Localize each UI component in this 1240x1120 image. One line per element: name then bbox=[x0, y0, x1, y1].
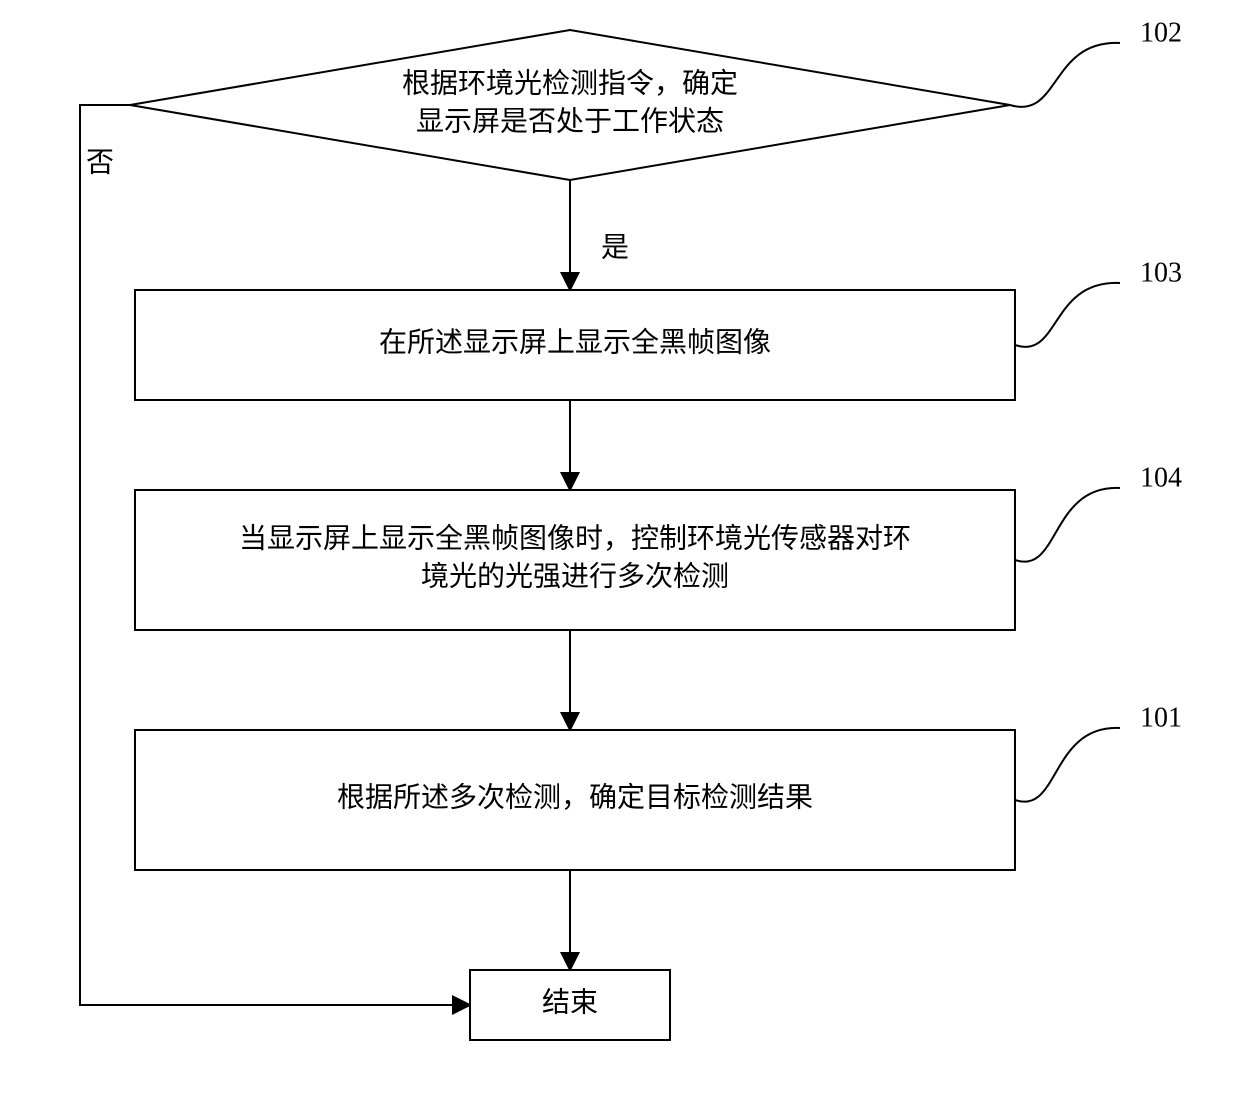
node-step104: 当显示屏上显示全黑帧图像时，控制环境光传感器对环境光的光强进行多次检测 bbox=[135, 490, 1015, 630]
ref-leader-decision bbox=[1010, 43, 1120, 107]
node-step101: 根据所述多次检测，确定目标检测结果 bbox=[135, 730, 1015, 870]
node-text: 境光的光强进行多次检测 bbox=[421, 560, 729, 592]
flowchart-canvas: 是否根据环境光检测指令，确定显示屏是否处于工作状态在所述显示屏上显示全黑帧图像当… bbox=[0, 0, 1240, 1120]
edge-label-decision-step103: 是 bbox=[601, 232, 629, 263]
ref-label-step104: 104 bbox=[1140, 462, 1182, 493]
ref-label-step101: 101 bbox=[1140, 702, 1182, 733]
node-text: 根据所述多次检测，确定目标检测结果 bbox=[337, 781, 813, 813]
node-step103: 在所述显示屏上显示全黑帧图像 bbox=[135, 290, 1015, 400]
node-text: 在所述显示屏上显示全黑帧图像 bbox=[379, 326, 771, 358]
ref-callouts: 102 103 104 101 bbox=[1010, 17, 1182, 801]
nodes: 根据环境光检测指令，确定显示屏是否处于工作状态在所述显示屏上显示全黑帧图像当显示… bbox=[130, 30, 1015, 1040]
ref-leader-step103 bbox=[1015, 283, 1120, 347]
node-end: 结束 bbox=[470, 970, 670, 1040]
node-text: 根据环境光检测指令，确定 bbox=[402, 68, 738, 100]
node-decision: 根据环境光检测指令，确定显示屏是否处于工作状态 bbox=[130, 30, 1010, 180]
ref-label-step103: 103 bbox=[1140, 257, 1182, 288]
edge-label-decision-end: 否 bbox=[86, 147, 114, 178]
node-text: 当显示屏上显示全黑帧图像时，控制环境光传感器对环 bbox=[239, 523, 911, 555]
ref-label-decision: 102 bbox=[1140, 17, 1182, 48]
ref-leader-step104 bbox=[1015, 488, 1120, 562]
node-text: 显示屏是否处于工作状态 bbox=[416, 105, 724, 137]
node-text: 结束 bbox=[542, 986, 598, 1018]
ref-leader-step101 bbox=[1015, 728, 1120, 802]
